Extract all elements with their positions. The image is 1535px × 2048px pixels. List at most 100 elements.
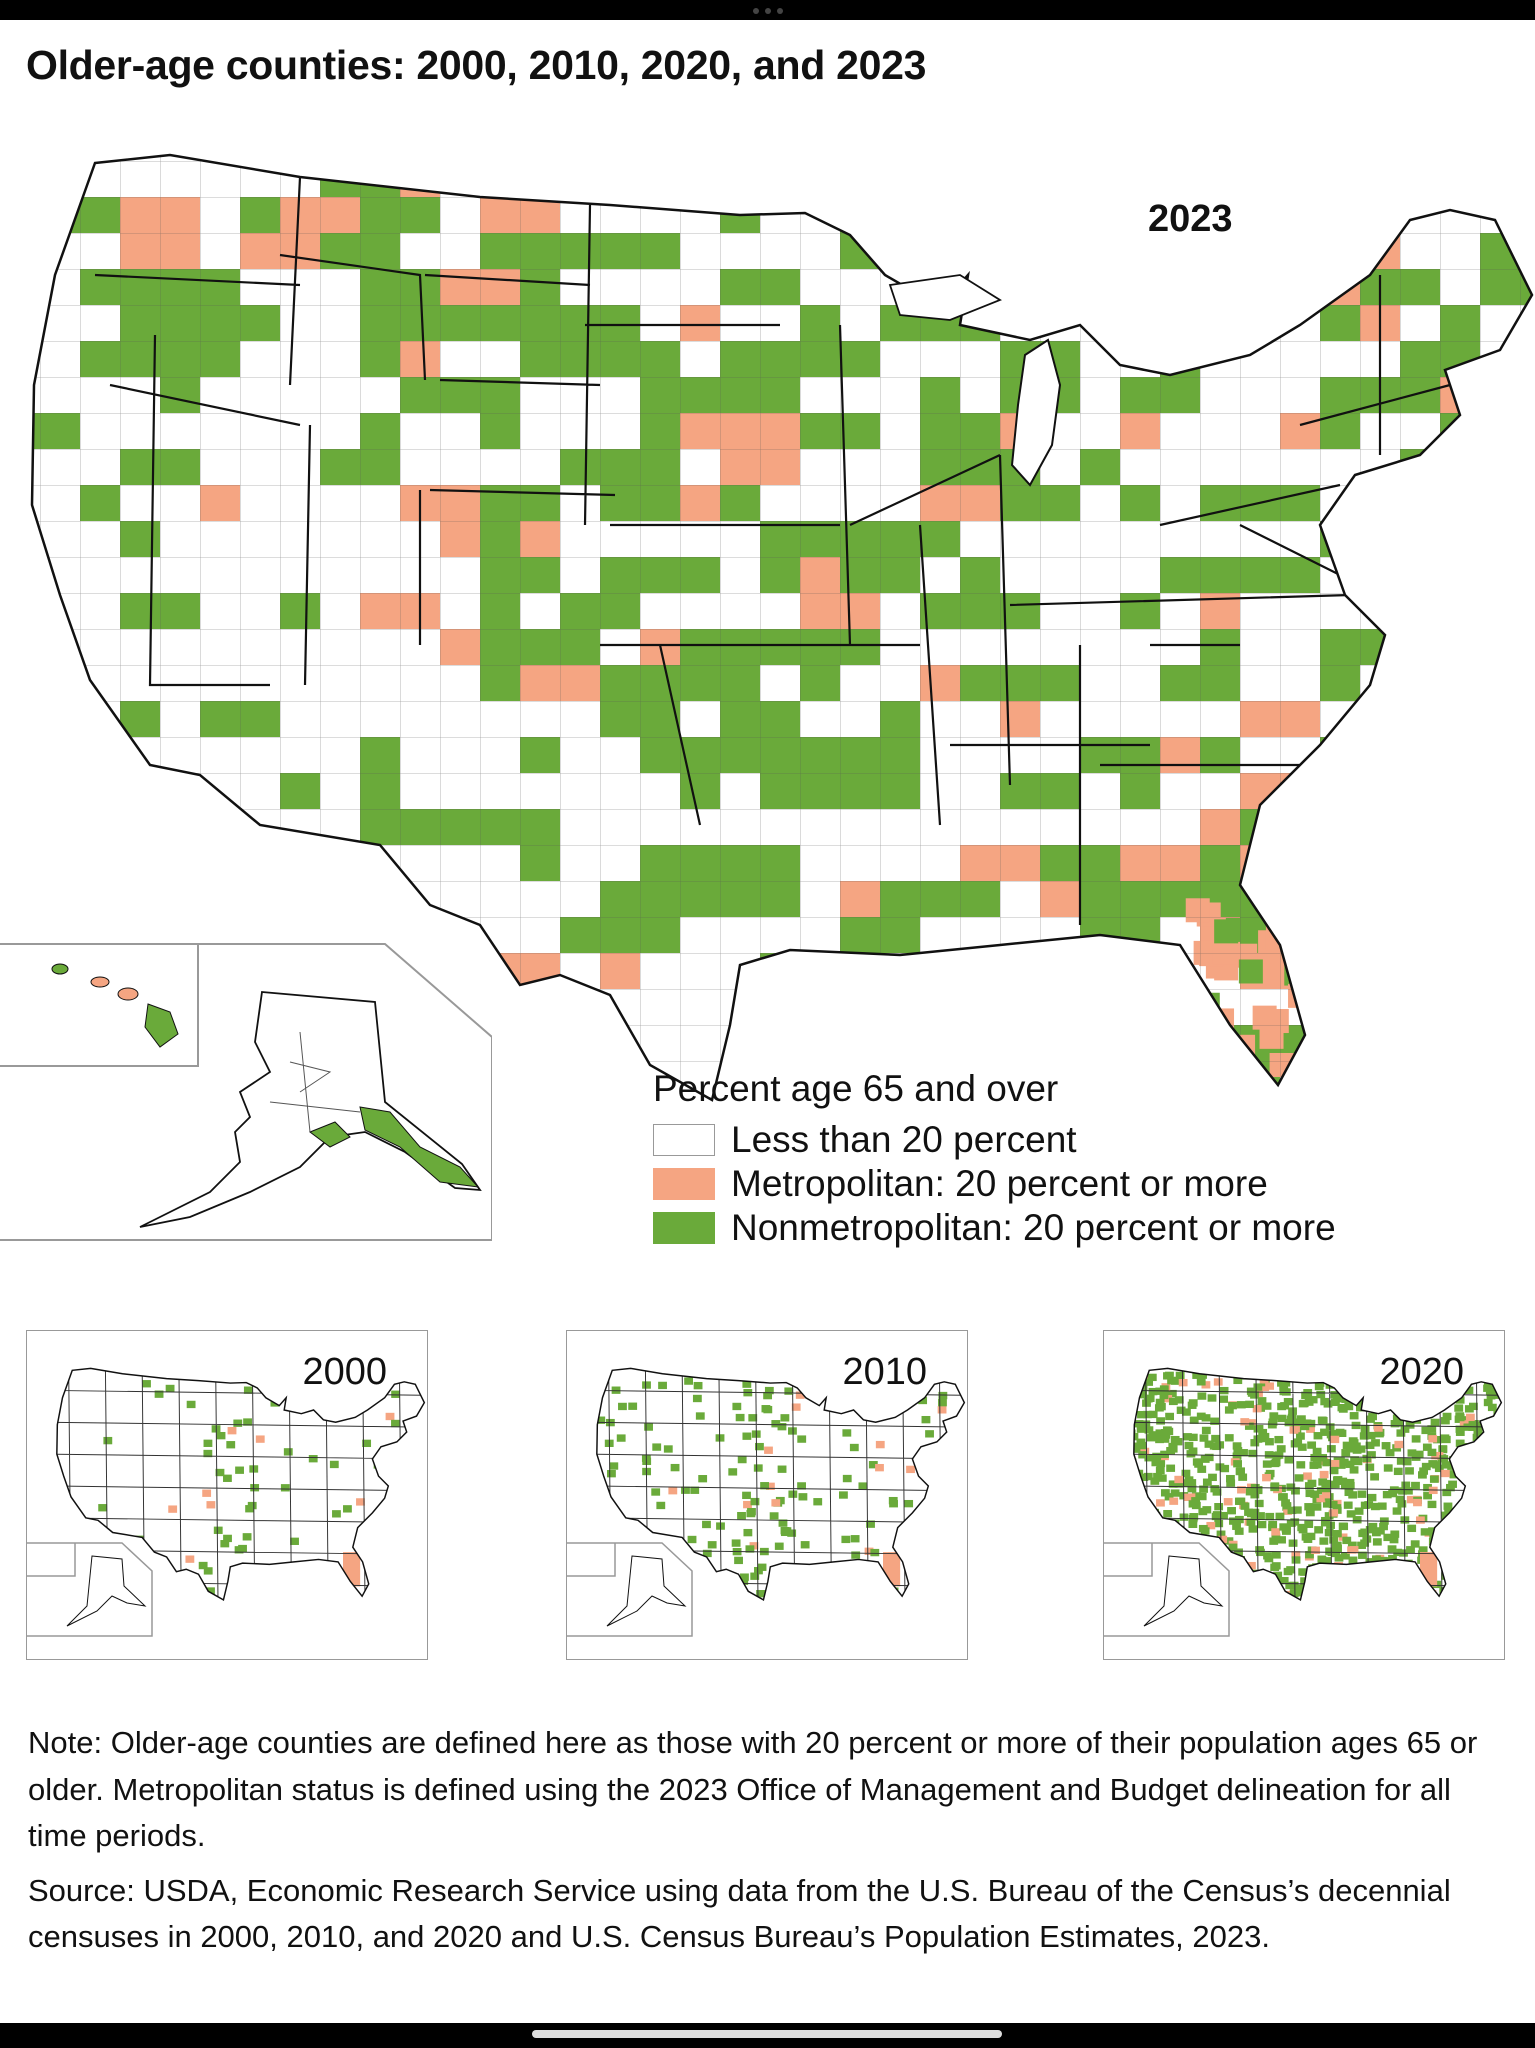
county-cell: [1181, 1469, 1191, 1478]
county-cell: [870, 1548, 880, 1557]
footnotes: Note: Older-age counties are defined her…: [28, 1720, 1508, 1969]
county-cell: [1265, 1469, 1275, 1478]
county-cell: [1421, 1426, 1431, 1435]
county-cell: [1166, 1523, 1176, 1531]
county-cell: [1320, 521, 1400, 557]
county-cell: [1443, 1563, 1453, 1571]
county-cell: [1211, 1434, 1221, 1443]
county-cell: [1312, 1590, 1322, 1598]
county-cell: [1284, 1418, 1294, 1427]
county-cell: [795, 1391, 805, 1399]
county-cell: [1183, 1433, 1192, 1441]
county-cell: [1136, 1552, 1146, 1561]
county-cell: [1349, 1383, 1359, 1391]
county-cell: [1471, 1485, 1481, 1494]
county-cell: [1486, 1589, 1496, 1597]
county-cell: [1349, 1466, 1359, 1474]
county-cell: [1441, 1511, 1450, 1519]
county-cell: [1247, 1389, 1257, 1397]
county-cell: [1137, 1441, 1147, 1450]
county-cell: [1454, 1404, 1464, 1412]
county-cell: [1297, 1523, 1307, 1532]
county-cell: [1347, 1546, 1356, 1554]
county-cell: [1419, 1467, 1429, 1475]
county-cell: [1294, 1474, 1304, 1482]
county-cell: [1473, 1431, 1483, 1439]
county-cell: [1464, 1386, 1474, 1394]
county-cell: [233, 1419, 243, 1427]
county-cell: [791, 1403, 801, 1411]
county-cell: [936, 1467, 946, 1475]
county-cell: [1300, 1568, 1310, 1576]
county-cell: [1320, 737, 1400, 773]
county-cell: [1296, 1432, 1305, 1440]
county-cell: [1347, 1541, 1357, 1549]
mini-map-2000: 2000: [26, 1330, 428, 1660]
county-cell: [1166, 1464, 1176, 1472]
county-cell: [743, 1528, 753, 1537]
county-cell: [1372, 1538, 1382, 1546]
county-cell: [1315, 1566, 1325, 1574]
county-cell: [1415, 1516, 1425, 1524]
county-cell: [1310, 1490, 1320, 1498]
county-cell: [737, 1455, 747, 1464]
county-cell: [1245, 1400, 1255, 1409]
county-cell: [1400, 593, 1440, 629]
county-cell: [1355, 1590, 1365, 1599]
county-cell: [1213, 1378, 1223, 1386]
county-cell: [1227, 1507, 1236, 1515]
county-cell: [385, 1412, 395, 1421]
county-cell: [1233, 1376, 1243, 1385]
county-cell: [644, 1423, 653, 1431]
mini-map-graphic: [1104, 1367, 1503, 1637]
county-cell: [1184, 1441, 1194, 1450]
county-cell: [1143, 1395, 1153, 1403]
county-cell: [1306, 1425, 1315, 1433]
county-cell: [1360, 1425, 1370, 1433]
county-cell: [1331, 1541, 1341, 1550]
county-cell: [1223, 1498, 1233, 1506]
county-cell: [1342, 1536, 1352, 1545]
county-cell: [839, 1491, 848, 1499]
county-cell: [1465, 1413, 1475, 1422]
county-cell: [1256, 1512, 1265, 1520]
county-cell: [1489, 1444, 1498, 1452]
county-cell: [1267, 1421, 1277, 1429]
county-cell: [1235, 1467, 1245, 1476]
county-cell: [611, 1386, 621, 1394]
county-cell: [1160, 1429, 1170, 1437]
county-cell: [1226, 1479, 1236, 1487]
county-cell: [1274, 890, 1299, 915]
county-cell: [1219, 1386, 1229, 1395]
county-cell: [1461, 1572, 1471, 1580]
county-cell: [702, 1520, 711, 1529]
county-cell: [1456, 1560, 1466, 1569]
county-cell: [1491, 1590, 1501, 1599]
county-cell: [243, 1418, 252, 1426]
county-cell: [1228, 1543, 1238, 1551]
county-cell: [1476, 1561, 1486, 1570]
county-cell: [1134, 1514, 1144, 1522]
county-cell: [216, 1431, 226, 1440]
county-cell: [1477, 1490, 1487, 1498]
county-cell: [1330, 1391, 1340, 1399]
county-cell: [220, 1540, 230, 1548]
county-cell: [1409, 1570, 1419, 1578]
county-cell: [203, 1439, 213, 1447]
county-cell: [1199, 1485, 1208, 1493]
county-cell: [1154, 1562, 1164, 1570]
county-cell: [1174, 1396, 1184, 1404]
county-cell: [1157, 1474, 1167, 1482]
county-cell: [1455, 1464, 1465, 1472]
county-cell: [842, 1474, 852, 1483]
county-cell: [754, 1567, 763, 1575]
county-cell: [1245, 1488, 1255, 1496]
county-cell: [1344, 1402, 1354, 1411]
county-cell: [1136, 1425, 1146, 1433]
county-cell: [1201, 1426, 1211, 1435]
county-cell: [1453, 1543, 1463, 1551]
county-cell: [1318, 1416, 1328, 1425]
county-cell: [1361, 1375, 1371, 1383]
county-cell: [1257, 1397, 1267, 1405]
county-cell: [1345, 1445, 1355, 1453]
